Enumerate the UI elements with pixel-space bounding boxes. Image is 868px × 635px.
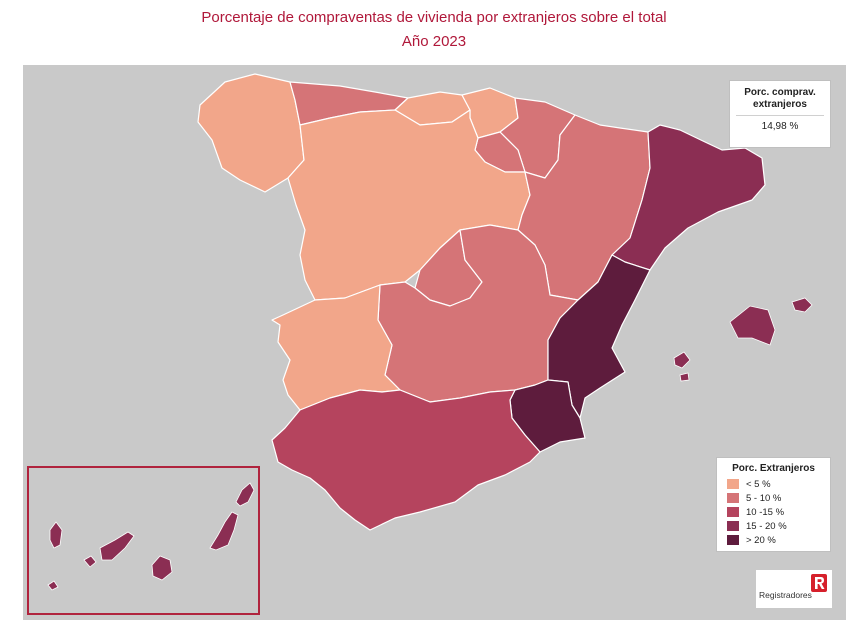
region-andalucia[interactable]: Andalucía [271, 389, 541, 531]
region-comunidad-valenciana[interactable]: Comunidad Valenciana [547, 254, 651, 419]
registradores-r-logo-icon [811, 574, 827, 592]
region-islas-baleares-menorca[interactable]: Islas Baleares [791, 297, 813, 313]
total-stat-value: 14,98 % [761, 121, 799, 132]
region-canarias-fuerteventura[interactable]: Canarias [209, 511, 239, 551]
map-title: Porcentaje de compraventas de vivienda p… [201, 9, 667, 26]
legend-label: < 5 % [746, 478, 771, 490]
total-stat-box: Porc. comprav. extranjeros 14,98 % [729, 80, 831, 148]
legend-label: > 20 % [746, 534, 776, 546]
legend-item: > 20 % [727, 534, 776, 546]
region-canarias-lanzarote[interactable]: Canarias [235, 482, 255, 507]
region-canarias-el-hierro[interactable]: Canarias [47, 580, 59, 591]
stat-divider [736, 115, 824, 116]
logo-text: Registradores [759, 590, 812, 600]
legend-label: 15 - 20 % [746, 520, 787, 532]
legend-item: < 5 % [727, 478, 771, 490]
legend-swatch [727, 507, 739, 517]
region-cataluna[interactable]: Cataluña [611, 124, 766, 271]
legend-label: 5 - 10 % [746, 492, 782, 504]
registradores-logo: Registradores [756, 570, 832, 608]
legend-swatch [727, 493, 739, 503]
total-stat-label: Porc. comprav. extranjeros [744, 87, 816, 110]
legend-item: 10 -15 % [727, 506, 784, 518]
legend-item: 5 - 10 % [727, 492, 781, 504]
legend-swatch [727, 479, 739, 489]
region-islas-baleares-mallorca[interactable]: Islas Baleares [729, 305, 776, 346]
legend-swatch [727, 521, 739, 531]
map-area: Galicia Asturias Cantabria País Vasco Na… [23, 65, 846, 620]
region-galicia[interactable]: Galicia [197, 73, 305, 193]
legend-label: 10 -15 % [746, 506, 785, 518]
spain-choropleth-map: Galicia Asturias Cantabria País Vasco Na… [47, 73, 813, 591]
region-canarias-tenerife[interactable]: Canarias [99, 531, 135, 561]
legend-item: 15 - 20 % [727, 520, 787, 532]
region-canarias-la-palma[interactable]: Canarias [49, 521, 63, 549]
legend-title: Porc. Extranjeros [732, 463, 815, 474]
map-subtitle-year: Año 2023 [401, 33, 467, 50]
region-canarias-la-gomera[interactable]: Canarias [83, 555, 97, 568]
region-islas-baleares-formentera[interactable]: Islas Baleares [679, 372, 690, 382]
legend: Porc. Extranjeros < 5 % 5 - 10 % 10 -15 … [716, 457, 831, 552]
canary-islands-inset-frame [27, 466, 260, 615]
legend-swatch [727, 535, 739, 545]
region-canarias-gran-canaria[interactable]: Canarias [151, 555, 173, 581]
region-islas-baleares-ibiza[interactable]: Islas Baleares [673, 351, 691, 369]
